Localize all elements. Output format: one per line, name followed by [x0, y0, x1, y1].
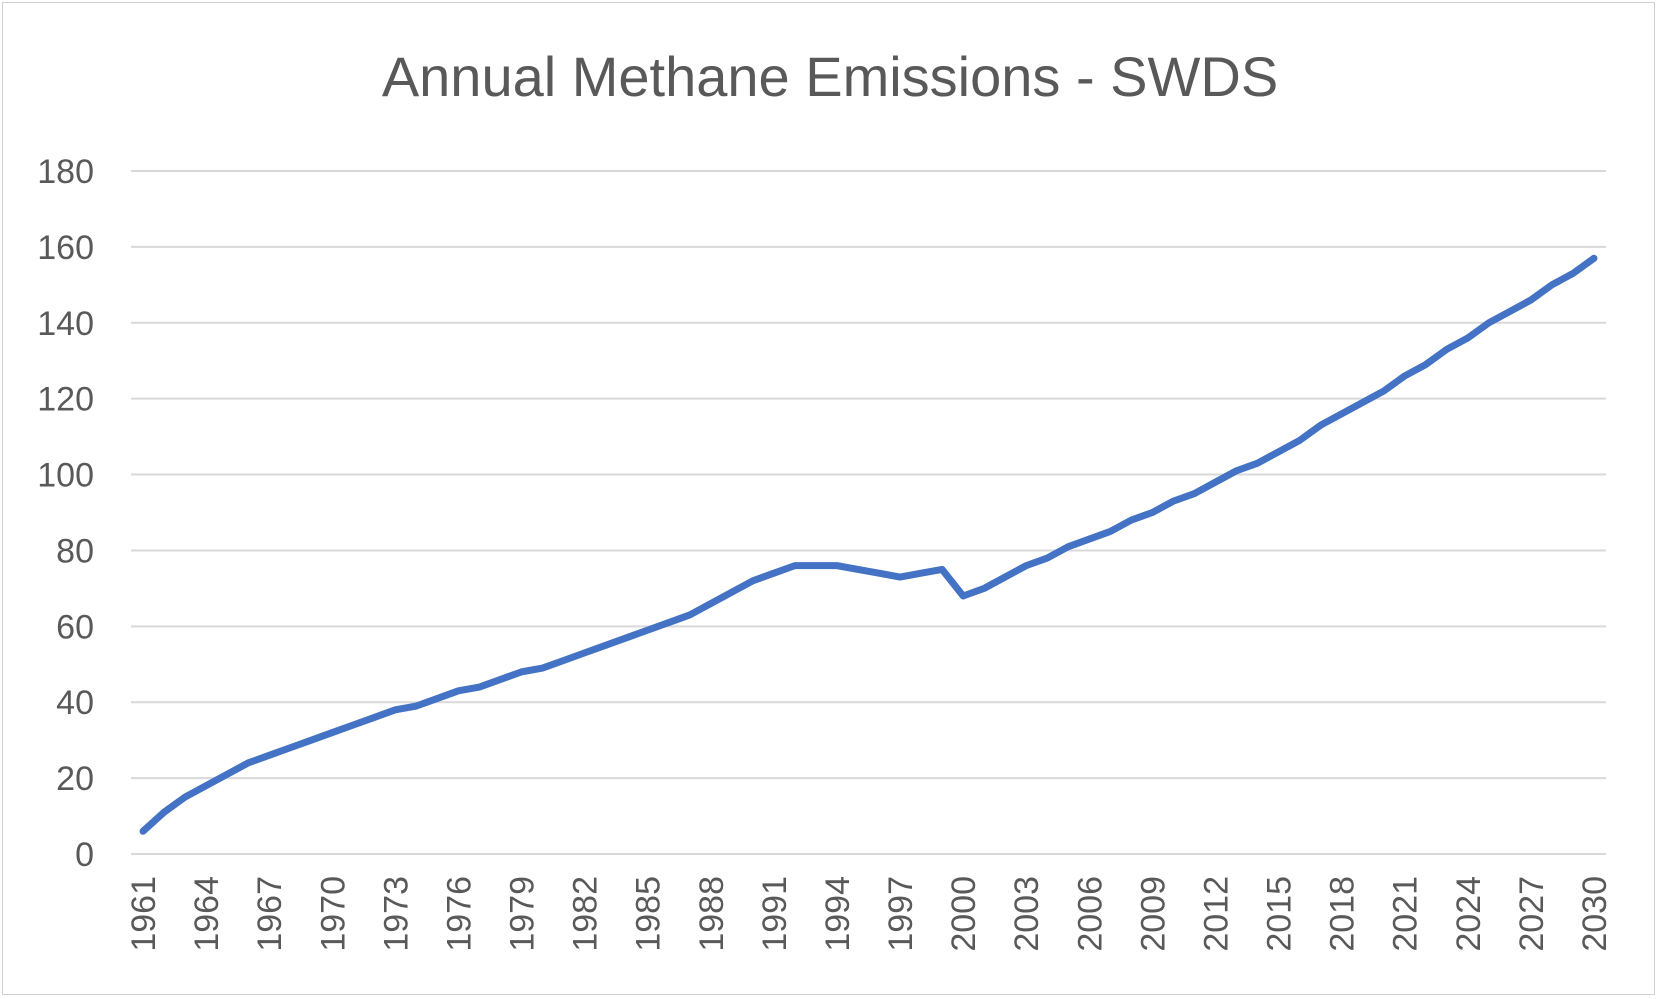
y-tick-label: 180: [37, 153, 94, 191]
x-tick-label: 1982: [567, 876, 605, 952]
y-tick-label: 100: [37, 457, 94, 495]
y-axis-ticks: 0 20 40 60 80 100 120 140 160 180: [37, 153, 94, 874]
chart-title: Annual Methane Emissions - SWDS: [382, 45, 1278, 108]
x-tick-label: 1988: [693, 876, 731, 952]
x-tick-label: 2030: [1576, 876, 1614, 952]
y-tick-label: 80: [56, 532, 94, 570]
x-tick-label: 2018: [1324, 876, 1362, 952]
x-tick-label: 2015: [1261, 876, 1299, 952]
x-tick-label: 2027: [1513, 876, 1551, 952]
gridlines: [131, 170, 1606, 855]
x-tick-label: 1967: [251, 876, 289, 952]
x-axis-ticks: 1961 1964 1967 1970 1973 1976 1979 1982 1985 1988…: [125, 876, 1614, 952]
x-tick-label: 1997: [882, 876, 920, 952]
x-tick-label: 2006: [1071, 876, 1109, 952]
x-tick-label: 2000: [945, 876, 983, 952]
x-tick-label: 2024: [1450, 876, 1488, 952]
y-tick-label: 60: [56, 608, 94, 646]
series-line: [139, 254, 1598, 835]
x-tick-label: 1964: [188, 876, 226, 952]
y-tick-label: 160: [37, 229, 94, 267]
x-tick-label: 1961: [125, 876, 163, 952]
x-tick-label: 1976: [440, 876, 478, 952]
x-tick-label: 1991: [756, 876, 794, 952]
x-tick-label: 1970: [314, 876, 352, 952]
x-tick-label: 2012: [1197, 876, 1235, 952]
y-tick-label: 120: [37, 381, 94, 419]
x-tick-label: 1979: [504, 876, 542, 952]
x-tick-label: 2021: [1387, 876, 1425, 952]
y-tick-label: 0: [75, 836, 94, 874]
y-tick-label: 140: [37, 305, 94, 343]
x-tick-label: 2003: [1008, 876, 1046, 952]
x-tick-label: 1985: [630, 876, 668, 952]
x-tick-label: 1994: [819, 876, 857, 952]
x-tick-label: 1973: [377, 876, 415, 952]
x-tick-label: 2009: [1134, 876, 1172, 952]
y-tick-label: 40: [56, 684, 94, 722]
y-tick-label: 20: [56, 760, 94, 798]
